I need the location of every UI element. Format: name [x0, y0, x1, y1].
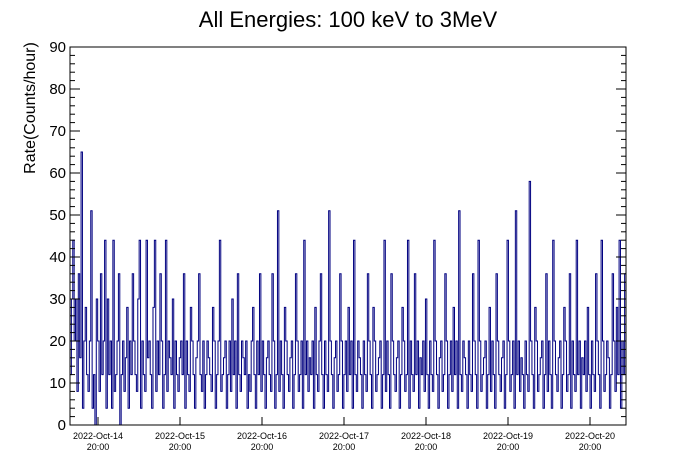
x-tick-time: 20:00: [579, 442, 602, 452]
x-tick-time: 20:00: [415, 442, 438, 452]
x-tick-time: 20:00: [87, 442, 110, 452]
x-tick-date: 2022-Oct-20: [565, 431, 615, 441]
series-layer: [70, 151, 626, 426]
y-tick-label: 50: [49, 207, 66, 224]
y-tick-label: 80: [49, 81, 66, 98]
x-axis: 2022-Oct-1420:002022-Oct-1520:002022-Oct…: [73, 417, 615, 452]
x-tick-date: 2022-Oct-17: [319, 431, 369, 441]
chart-title: All Energies: 100 keV to 3MeV: [199, 7, 498, 32]
y-tick-label: 40: [49, 249, 66, 266]
y-tick-label: 90: [49, 39, 66, 56]
x-tick-time: 20:00: [169, 442, 192, 452]
y-tick-label: 70: [49, 123, 66, 140]
x-tick-date: 2022-Oct-19: [483, 431, 533, 441]
x-tick-date: 2022-Oct-18: [401, 431, 451, 441]
y-tick-label: 30: [49, 291, 66, 308]
y-tick-label: 20: [49, 333, 66, 350]
x-tick-time: 20:00: [333, 442, 356, 452]
y-tick-label: 0: [58, 417, 66, 434]
y-tick-label: 60: [49, 165, 66, 182]
y-tick-label: 10: [49, 375, 66, 392]
x-tick-time: 20:00: [497, 442, 520, 452]
series-histogram: [70, 151, 626, 426]
x-tick-date: 2022-Oct-15: [155, 431, 205, 441]
x-tick-time: 20:00: [251, 442, 274, 452]
x-tick-date: 2022-Oct-14: [73, 431, 123, 441]
x-tick-date: 2022-Oct-16: [237, 431, 287, 441]
y-axis: 0 10 20 30 40 50 60 70 80 90: [49, 39, 626, 434]
y-axis-label: Rate(Counts/hour): [22, 42, 39, 174]
plot-frame: [69, 46, 627, 426]
